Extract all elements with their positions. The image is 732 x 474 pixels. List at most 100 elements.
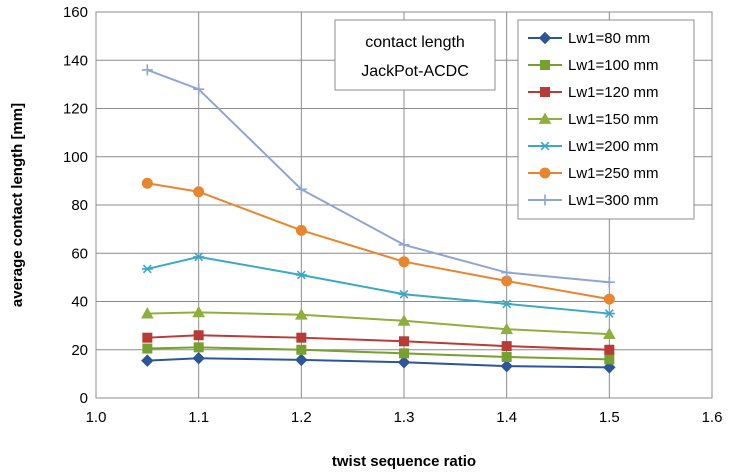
y-tick-label: 60	[71, 245, 88, 262]
data-point	[193, 83, 205, 95]
annotation-line-2: JackPot-ACDC	[361, 63, 469, 80]
data-point	[296, 332, 307, 343]
y-tick-label: 20	[71, 342, 88, 359]
legend-label: Lw1=80 mm	[568, 30, 650, 47]
x-tick-label: 1.0	[86, 409, 107, 426]
series-line	[147, 182, 610, 301]
legend-swatch-marker	[540, 60, 550, 70]
legend-item: Lw1=120 mm	[528, 84, 658, 101]
data-point	[398, 256, 410, 268]
series-line	[147, 334, 610, 351]
x-tick-label: 1.2	[291, 409, 312, 426]
annotation-box: contact length JackPot-ACDC	[334, 19, 496, 91]
series-line	[147, 357, 610, 369]
data-point	[296, 344, 307, 355]
legend-label: Lw1=120 mm	[568, 84, 658, 101]
legend-item: Lw1=200 mm	[528, 138, 658, 155]
data-point	[604, 344, 615, 355]
data-point	[603, 276, 615, 288]
data-point	[140, 307, 154, 319]
legend-item: Lw1=150 mm	[528, 111, 658, 128]
data-point	[603, 361, 616, 374]
data-point	[295, 183, 307, 195]
series-line	[147, 311, 610, 336]
data-point	[295, 224, 307, 236]
x-tick-label: 1.1	[188, 409, 209, 426]
data-point	[399, 348, 409, 359]
data-point	[192, 305, 206, 318]
data-point	[141, 354, 154, 367]
data-point	[295, 270, 307, 280]
data-point	[397, 314, 411, 326]
data-point	[142, 332, 153, 343]
y-tick-label: 40	[71, 294, 88, 311]
tick-labels: 0 20 40 60 80 100 120 140 160 1.0 1.1 1.2 1.3 1.4 1.5 1…	[63, 4, 722, 426]
y-tick-label: 160	[63, 4, 88, 21]
legend-label: Lw1=200 mm	[568, 138, 658, 155]
annotation-line-1: contact length	[365, 34, 465, 51]
data-point	[604, 354, 615, 365]
data-point	[603, 309, 615, 318]
series-line	[147, 255, 610, 315]
data-point	[501, 351, 512, 362]
series-lw1-150-mm	[140, 305, 616, 339]
x-axis-title: twist sequence ratio	[332, 453, 476, 470]
data-point	[501, 267, 513, 279]
data-point	[193, 186, 205, 198]
legend-swatch-marker	[538, 112, 552, 124]
data-point	[294, 308, 308, 320]
series-lw1-100-mm	[142, 342, 615, 365]
legend-label: Lw1=250 mm	[568, 165, 658, 182]
data-point	[295, 353, 308, 367]
y-tick-label: 0	[80, 390, 88, 407]
data-point	[501, 341, 512, 352]
data-point	[500, 359, 513, 373]
data-point	[142, 343, 153, 354]
series-lw1-80-mm	[141, 351, 616, 374]
series-lw1-200-mm	[141, 252, 615, 318]
annotation-frame	[334, 19, 496, 91]
series-lw1-300-mm	[141, 64, 615, 288]
data-point	[398, 289, 410, 299]
data-point	[193, 252, 205, 262]
legend-label: Lw1=100 mm	[568, 57, 658, 74]
data-point	[501, 299, 513, 309]
data-point	[500, 322, 514, 335]
data-point	[192, 351, 205, 365]
y-tick-label: 120	[63, 101, 88, 118]
legend-swatch-marker	[540, 87, 550, 97]
data-point	[141, 264, 153, 274]
data-point	[399, 336, 409, 347]
legend-item: Lw1=100 mm	[528, 57, 658, 74]
y-tick-label: 100	[63, 149, 88, 166]
data-point	[397, 356, 411, 369]
legend: Lw1=80 mm Lw1=100 mm Lw1=120 mm Lw1=150 mm L…	[517, 19, 695, 220]
data-point	[603, 293, 615, 305]
legend-swatch-marker	[539, 194, 551, 206]
data-point	[398, 239, 410, 251]
legend-item: Lw1=80 mm	[528, 30, 650, 47]
x-tick-label: 1.4	[496, 409, 517, 426]
series-layer	[140, 64, 616, 374]
y-tick-label: 140	[63, 52, 88, 69]
y-tick-label: 80	[71, 197, 88, 214]
plot-area	[95, 11, 713, 399]
data-point	[193, 342, 204, 353]
legend-swatch-marker	[538, 31, 552, 45]
series-lw1-250-mm	[141, 177, 615, 305]
data-point	[141, 64, 153, 76]
x-tick-label: 1.6	[702, 409, 723, 426]
series-line	[146, 68, 610, 284]
legend-item: Lw1=250 mm	[528, 165, 658, 182]
x-tick-label: 1.5	[599, 409, 620, 426]
legend-label: Lw1=150 mm	[568, 111, 658, 128]
series-lw1-120-mm	[142, 330, 615, 355]
y-axis-title: average contact length [mm]	[9, 103, 26, 307]
legend-item: Lw1=300 mm	[528, 192, 658, 209]
data-point	[193, 330, 204, 341]
series-line	[147, 346, 610, 361]
x-tick-label: 1.3	[394, 409, 415, 426]
data-point	[602, 327, 616, 339]
legend-swatch-marker	[539, 141, 551, 151]
